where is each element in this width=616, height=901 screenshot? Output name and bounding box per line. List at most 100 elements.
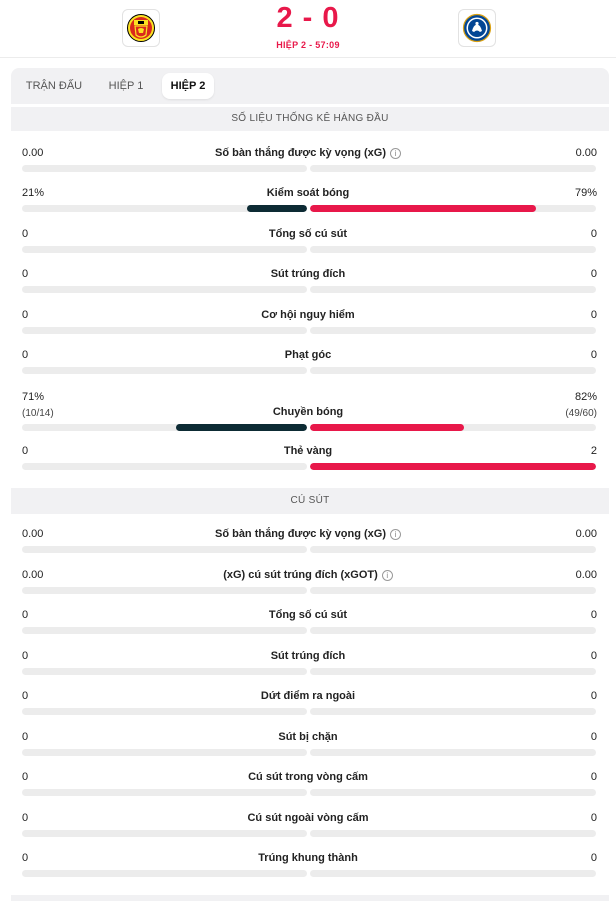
tab-second-half[interactable]: HIỆP 2 [162, 73, 214, 99]
stat-home-detail: (10/14) [22, 408, 54, 419]
match-score: 2 - 0 [276, 2, 340, 34]
stat-away-value: 0 [590, 349, 597, 361]
stat-row: 21% Kiểm soát bóng 79% [0, 186, 616, 218]
stat-label-text: Tổng số cú sút [268, 609, 348, 621]
stat-home-value: 0 [22, 349, 29, 361]
stat-row: 0 Tổng số cú sút 0 [0, 608, 616, 640]
chelsea-crest-icon [462, 13, 492, 43]
stat-row: 0 Dứt điểm ra ngoài 0 [0, 689, 616, 721]
stat-row: 0 Phạt góc 0 [0, 348, 616, 380]
stat-home-bar [22, 749, 307, 756]
stat-label-text: Cú sút trong vòng cấm [248, 771, 368, 783]
stat-away-bar [310, 424, 596, 431]
stat-away-value: 0 [590, 650, 597, 662]
stat-home-bar [22, 627, 307, 634]
stat-home-bar [22, 587, 307, 594]
stat-row: 0 Cú sút ngoài vòng cấm 0 [0, 811, 616, 843]
stat-row: 0 Thẻ vàng 2 [0, 444, 616, 476]
stat-home-bar [22, 424, 307, 431]
stat-home-bar [22, 870, 307, 877]
stat-away-value: 0 [590, 690, 597, 702]
stat-row: 0 Sút bị chặn 0 [0, 730, 616, 762]
stat-home-value: 0 [22, 731, 29, 743]
stat-home-bar [22, 546, 307, 553]
stat-home-value: 0 [22, 650, 29, 662]
stat-label: Thẻ vàng [0, 445, 616, 457]
stat-away-value: 0 [590, 771, 597, 783]
stat-label-text: Số bàn thắng được kỳ vọng (xG) [214, 147, 387, 159]
stat-home-bar [22, 668, 307, 675]
match-header: 2 - 0 HIỆP 2 - 57:09 [0, 0, 616, 58]
stat-home-bar [22, 463, 307, 470]
stat-label-text: Trúng khung thành [258, 852, 358, 864]
stat-home-value: 0 [22, 609, 29, 621]
stat-home-bar-fill [247, 205, 307, 212]
stat-away-value: 0 [590, 268, 597, 280]
stat-away-value: 0 [590, 852, 597, 864]
stat-row: 71% Chuyền bóng 82% (10/14) (49/60) [0, 391, 616, 431]
stat-home-value: 0 [22, 771, 29, 783]
stat-row: 0.00 Số bàn thắng được kỳ vọng (xG) i 0.00 [0, 146, 616, 178]
stat-row: 0 Tổng số cú sút 0 [0, 227, 616, 259]
home-team-logo[interactable] [122, 9, 160, 47]
stat-away-detail: (49/60) [565, 408, 597, 419]
stat-away-bar [310, 749, 596, 756]
stat-home-value: 21% [22, 187, 45, 199]
stat-away-bar [310, 830, 596, 837]
stat-label: Cú sút ngoài vòng cấm [0, 812, 616, 824]
stat-away-bar [310, 327, 596, 334]
stat-label: Tổng số cú sút [0, 609, 616, 621]
stat-label: Dứt điểm ra ngoài [0, 690, 616, 702]
stat-home-value: 71% [22, 391, 45, 403]
stat-label-text: Số bàn thắng được kỳ vọng (xG) [214, 528, 387, 540]
stat-away-value: 2 [590, 445, 597, 457]
stat-label: Phạt góc [0, 349, 616, 361]
stat-away-bar [310, 870, 596, 877]
stat-label-text: Cú sút ngoài vòng cấm [247, 812, 369, 824]
info-icon[interactable]: i [390, 148, 402, 159]
stat-home-value: 0.00 [22, 528, 44, 540]
manchester-united-crest-icon [127, 14, 155, 42]
period-tabs: TRẬN ĐẤU HIỆP 1 HIỆP 2 [11, 68, 609, 104]
stat-row: 0.00 (xG) cú sút trúng đích (xGOT) i 0.00 [0, 568, 616, 600]
stat-home-bar [22, 327, 307, 334]
stat-label-text: Tổng số cú sút [268, 228, 348, 240]
stat-row: 0 Trúng khung thành 0 [0, 851, 616, 883]
stat-away-bar [310, 286, 596, 293]
stat-away-bar [310, 789, 596, 796]
stat-label-text: Phạt góc [284, 349, 332, 361]
stat-row: 0 Cú sút trong vòng cấm 0 [0, 770, 616, 802]
stat-away-bar-fill [310, 205, 536, 212]
stat-home-value: 0 [22, 309, 29, 321]
stat-away-bar [310, 587, 596, 594]
info-icon[interactable]: i [390, 529, 402, 540]
stat-label-text: (xG) cú sút trúng đích (xGOT) [223, 569, 378, 581]
stat-label: Số bàn thắng được kỳ vọng (xG) i [0, 528, 616, 540]
section-title-shots: CÚ SÚT [11, 488, 609, 514]
stat-away-bar [310, 165, 596, 172]
stat-home-bar [22, 367, 307, 374]
stat-label: (xG) cú sút trúng đích (xGOT) i [0, 569, 616, 581]
stat-label-text: Dứt điểm ra ngoài [260, 690, 356, 702]
stat-home-bar [22, 830, 307, 837]
stat-home-bar [22, 165, 307, 172]
stat-home-bar [22, 789, 307, 796]
stat-home-value: 0 [22, 812, 29, 824]
info-icon[interactable]: i [381, 570, 393, 581]
away-team-logo[interactable] [458, 9, 496, 47]
stat-label: Sút trúng đích [0, 268, 616, 280]
stat-away-value: 0.00 [575, 528, 597, 540]
stat-away-bar [310, 708, 596, 715]
stat-away-bar-fill [310, 463, 596, 470]
tab-first-half[interactable]: HIỆP 1 [108, 80, 144, 92]
stat-away-value: 0 [590, 609, 597, 621]
tab-match[interactable]: TRẬN ĐẤU [25, 80, 83, 92]
stat-home-value: 0.00 [22, 147, 44, 159]
stat-home-bar [22, 246, 307, 253]
stat-label-text: Sút trúng đích [270, 650, 346, 662]
stat-home-bar [22, 286, 307, 293]
stat-away-bar-fill [310, 424, 464, 431]
stat-home-bar [22, 708, 307, 715]
stat-label-text: Cơ hội nguy hiểm [261, 309, 355, 321]
stat-away-bar [310, 546, 596, 553]
